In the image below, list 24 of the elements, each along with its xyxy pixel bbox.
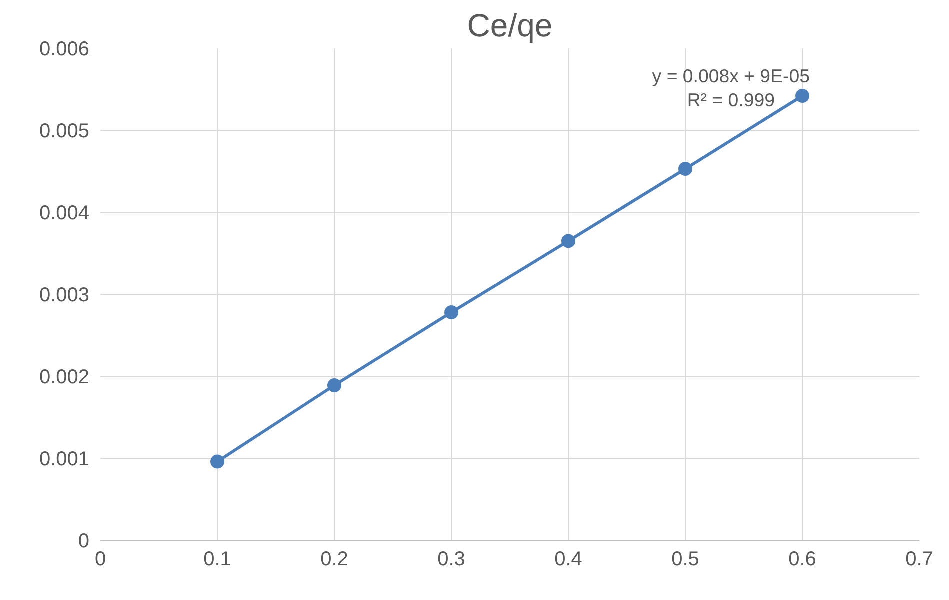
x-tick-label: 0.6 (788, 548, 816, 570)
y-tick-label: 0.001 (39, 448, 90, 470)
x-tick-label: 0.3 (438, 548, 466, 570)
chart-title: Ce/qe (467, 8, 553, 44)
y-tick-label: 0.002 (39, 366, 90, 388)
point (444, 306, 458, 320)
y-tick-label: 0 (78, 530, 90, 552)
point (328, 378, 342, 393)
point (562, 234, 576, 248)
x-tick-label: 0.4 (554, 548, 582, 570)
x-tick-label: 0.5 (672, 548, 700, 570)
x-tick-label: 0.7 (906, 548, 934, 570)
point (210, 454, 224, 469)
y-tick-label: 0.003 (39, 284, 90, 306)
y-tick-label: 0.006 (39, 38, 90, 60)
point (796, 89, 810, 104)
x-tick-label: 0 (94, 548, 106, 570)
annotation: R² = 0.999 (687, 90, 775, 110)
y-tick-label: 0.004 (39, 202, 90, 224)
annotation: y = 0.008x + 9E-05 (652, 66, 810, 86)
x-tick-label: 0.1 (204, 548, 232, 570)
x-tick-label: 0.2 (320, 548, 348, 570)
y-tick-label: 0.005 (39, 120, 90, 142)
point (678, 162, 692, 176)
